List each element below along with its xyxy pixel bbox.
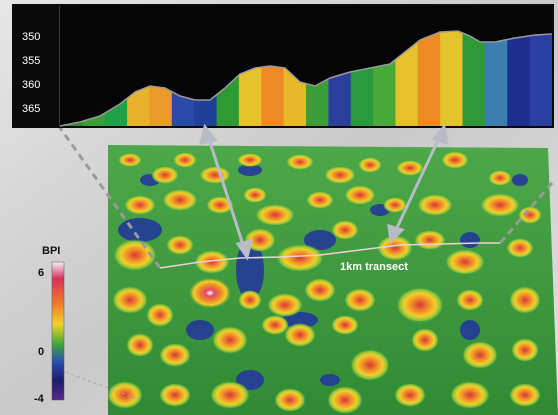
legend-min-label: -4 [34, 393, 45, 405]
high-bpi-mound [462, 341, 498, 369]
arrow-1 [206, 135, 246, 249]
profile-y-axis: 350 355 360 365 [22, 31, 40, 115]
high-bpi-mound [488, 170, 512, 186]
high-bpi-mound [238, 290, 262, 310]
legend-colorbar [51, 261, 65, 401]
y-tick-label: 365 [22, 103, 40, 115]
high-bpi-mound [194, 250, 230, 274]
high-bpi-mound [441, 151, 469, 169]
high-bpi-mound [274, 388, 306, 412]
high-bpi-mound [206, 196, 234, 214]
legend-max-label: 6 [38, 267, 44, 279]
high-bpi-mound [396, 160, 424, 176]
y-tick-label: 355 [22, 55, 40, 67]
low-bpi-patch [320, 374, 340, 386]
high-bpi-mound [118, 153, 142, 167]
high-bpi-mound [306, 191, 334, 209]
low-bpi-patch [238, 164, 262, 176]
high-bpi-mound [445, 249, 485, 275]
high-bpi-mound [166, 235, 194, 255]
high-bpi-mound [506, 238, 534, 258]
high-bpi-mound [304, 278, 336, 302]
high-bpi-mound [124, 195, 156, 215]
dashed-guide-right [498, 182, 554, 244]
bathymetry-map: 1km transect [108, 145, 558, 415]
high-bpi-mound [237, 153, 263, 167]
low-bpi-patch [186, 320, 214, 340]
high-bpi-mound [350, 349, 390, 381]
arrow-2-head-top [431, 123, 449, 146]
low-bpi-patch [236, 240, 264, 300]
profile-fill [60, 6, 552, 126]
high-bpi-mound [159, 343, 191, 367]
high-bpi-mound [327, 386, 363, 414]
high-bpi-mound [518, 206, 542, 224]
high-bpi-mound [394, 383, 426, 407]
dashed-guide-left [56, 124, 162, 269]
high-bpi-mound [151, 166, 179, 184]
high-bpi-mound [284, 323, 316, 347]
high-bpi-mound [173, 152, 197, 168]
high-bpi-mound [188, 277, 232, 309]
high-bpi-mound [126, 333, 154, 357]
depth-profile-panel: 350 355 360 365 [12, 4, 554, 128]
profile-surface-line [59, 30, 553, 127]
high-bpi-mound [255, 204, 295, 226]
low-bpi-patch [304, 230, 336, 250]
high-bpi-mound [331, 315, 359, 335]
high-bpi-mound [324, 166, 356, 184]
high-bpi-mound [162, 189, 198, 211]
high-bpi-mound [344, 288, 376, 312]
transect-line [159, 242, 500, 269]
dashed-guide-bottom [59, 369, 141, 401]
y-tick-label: 350 [22, 31, 40, 43]
high-bpi-mound [377, 235, 413, 261]
high-bpi-mound [344, 185, 376, 205]
high-bpi-mound [267, 293, 303, 317]
high-bpi-mound [456, 289, 484, 311]
high-bpi-mound [480, 193, 520, 217]
profile-bpi-band [529, 6, 552, 126]
high-bpi-mound [331, 220, 359, 240]
bpi-legend: BPI 6 0 -4 [34, 245, 65, 405]
high-bpi-mound [244, 228, 276, 252]
high-bpi-mound [411, 328, 439, 352]
y-tick-label: 360 [22, 79, 40, 91]
arrow-2 [393, 135, 442, 233]
high-bpi-mound [286, 154, 314, 170]
low-bpi-patch [460, 232, 480, 248]
high-bpi-mound [450, 381, 490, 409]
low-bpi-patch [512, 174, 528, 186]
high-bpi-mound [261, 315, 289, 335]
high-bpi-mound [358, 157, 382, 173]
profile-bpi-band [440, 6, 464, 126]
high-bpi-mound [509, 383, 541, 407]
high-bpi-mound [414, 230, 446, 250]
arrow-1-head-bottom [235, 238, 254, 261]
low-bpi-patch [460, 320, 480, 340]
low-bpi-patch [118, 218, 162, 242]
high-bpi-mound [396, 287, 444, 323]
high-bpi-mound [243, 187, 267, 203]
high-bpi-mound [212, 326, 248, 354]
high-bpi-mound [146, 303, 174, 327]
correspondence-arrows [198, 123, 449, 261]
high-bpi-mound [112, 286, 148, 314]
high-bpi-mound [417, 194, 453, 216]
high-bpi-mound [199, 166, 231, 184]
high-bpi-mound [108, 381, 143, 409]
transect-label: 1km transect [340, 261, 408, 273]
arrow-2-head-bottom [387, 223, 405, 245]
high-bpi-mound [509, 286, 541, 314]
high-bpi-mound [511, 338, 539, 362]
legend-title: BPI [42, 245, 60, 257]
arrow-1-head-top [198, 123, 218, 145]
high-bpi-mound [383, 197, 407, 213]
high-bpi-mound [159, 383, 191, 407]
high-bpi-mound [210, 381, 250, 409]
legend-mid-label: 0 [38, 346, 44, 358]
high-bpi-mound [276, 244, 324, 272]
